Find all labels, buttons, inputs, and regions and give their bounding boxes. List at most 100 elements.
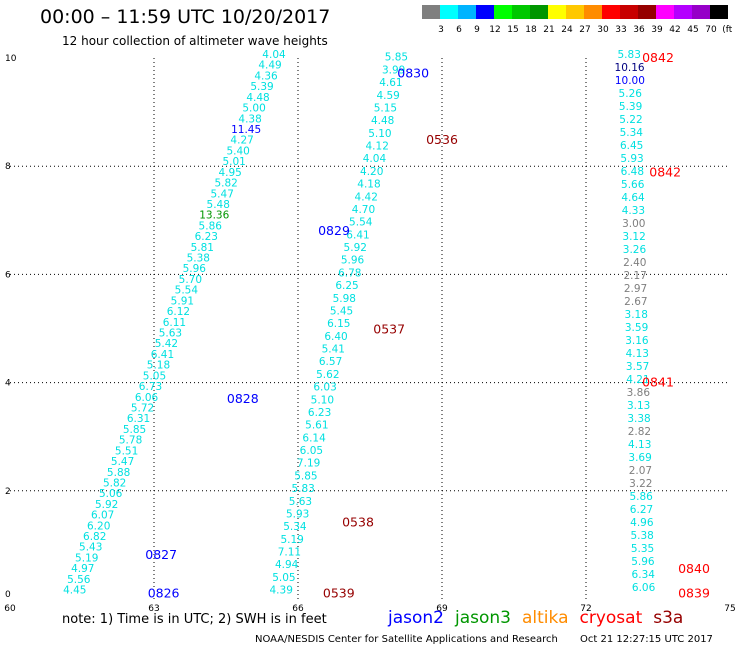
wave-height-value: 5.66 <box>621 179 645 191</box>
wave-height-value: 6.41 <box>151 349 174 361</box>
wave-height-value: 5.92 <box>344 242 367 254</box>
wave-height-value: 5.98 <box>333 293 356 305</box>
color-scale-label: 30 <box>597 25 609 35</box>
color-swatch <box>440 5 458 19</box>
wave-height-value: 4.38 <box>238 113 261 125</box>
x-tick-label: 60 <box>4 604 16 614</box>
wave-height-value: 5.62 <box>316 369 339 381</box>
wave-height-value: 5.48 <box>207 199 230 211</box>
footer-credit: NOAA/NESDIS Center for Satellite Applica… <box>255 634 558 645</box>
wave-height-value: 5.47 <box>211 188 234 200</box>
color-scale-label: 39 <box>651 25 663 35</box>
color-swatch <box>422 5 440 19</box>
color-swatch <box>710 5 728 19</box>
wave-height-value: 3.26 <box>623 244 647 256</box>
wave-height-value: 4.70 <box>352 204 375 216</box>
wave-height-value: 5.91 <box>171 295 194 307</box>
legend-entry-altika: altika <box>522 608 569 628</box>
wave-height-value: 6.07 <box>91 510 114 522</box>
y-tick-label: 2 <box>5 487 11 497</box>
wave-height-value: 6.34 <box>632 569 656 581</box>
wave-height-value: 5.10 <box>311 394 334 406</box>
wave-height-value: 6.73 <box>139 381 162 393</box>
wave-height-value: 5.05 <box>272 572 295 584</box>
legend-entry-cryosat: cryosat <box>579 608 643 628</box>
color-scale-label: 18 <box>525 25 537 35</box>
color-swatch <box>674 5 692 19</box>
wave-height-value: 3.22 <box>629 478 652 490</box>
color-scale-label: 33 <box>615 25 626 35</box>
wave-height-value: 2.97 <box>624 283 647 295</box>
pass-time-label: 0826 <box>148 586 180 601</box>
page-title: 00:00 – 11:59 UTC 10/20/2017 <box>40 6 331 28</box>
chart-note: note: 1) Time is in UTC; 2) SWH is in fe… <box>62 612 327 627</box>
wave-height-value: 4.96 <box>630 517 654 529</box>
color-swatch <box>548 5 566 19</box>
wave-height-value: 6.23 <box>308 407 331 419</box>
wave-height-value: 6.25 <box>335 280 358 292</box>
color-scale-label: 70 <box>705 25 717 35</box>
color-scale-label: (ft) <box>722 25 732 35</box>
pass-time-label: 0827 <box>145 547 177 562</box>
y-tick-label: 6 <box>5 270 11 280</box>
pass-time-label: 0537 <box>373 322 405 337</box>
wave-height-value: 5.01 <box>222 156 245 168</box>
wave-height-value: 2.82 <box>628 426 651 438</box>
wave-height-value: 5.96 <box>631 556 655 568</box>
wave-height-value: 5.54 <box>175 285 199 297</box>
wave-height-value: 4.33 <box>622 205 645 217</box>
wave-height-value: 5.81 <box>191 242 214 254</box>
pass-time-label: 0538 <box>342 515 374 530</box>
wave-height-value: 5.93 <box>286 508 309 520</box>
color-swatch <box>566 5 584 19</box>
color-swatch <box>458 5 476 19</box>
wave-height-value: 5.61 <box>305 420 328 432</box>
wave-height-value: 3.57 <box>626 361 649 373</box>
wave-height-value: 5.63 <box>289 496 312 508</box>
pass-time-label: 0828 <box>227 391 259 406</box>
color-scale-label: 6 <box>456 25 462 35</box>
x-tick-label: 75 <box>724 604 735 614</box>
wave-height-value: 4.39 <box>270 585 293 597</box>
color-swatch <box>692 5 710 19</box>
wave-height-value: 5.96 <box>341 255 365 267</box>
wave-height-value: 6.06 <box>135 392 159 404</box>
wave-height-value: 4.94 <box>275 559 299 571</box>
y-tick-label: 0 <box>5 590 11 600</box>
color-scale-label: 27 <box>579 25 590 35</box>
x-tick-label: 66 <box>292 604 304 614</box>
pass-time-label: 0839 <box>678 586 710 601</box>
wave-height-value: 5.85 <box>385 52 408 64</box>
satellite-legend: jason2 jason3 altika cryosat s3a <box>388 608 694 628</box>
wave-height-value: 4.42 <box>355 191 378 203</box>
wave-height-value: 4.95 <box>218 167 241 179</box>
wave-height-value: 5.54 <box>349 217 373 229</box>
wave-height-value: 4.97 <box>71 563 94 575</box>
wave-height-value: 5.00 <box>242 103 265 115</box>
x-tick-label: 69 <box>436 604 448 614</box>
wave-height-value: 4.18 <box>357 179 380 191</box>
wave-height-value: 3.59 <box>625 322 648 334</box>
wave-height-value: 5.85 <box>123 424 146 436</box>
pass-time-label: 0536 <box>426 132 458 147</box>
y-tick-label: 10 <box>5 54 17 64</box>
page-subtitle: 12 hour collection of altimeter wave hei… <box>62 34 328 48</box>
wave-height-value: 3.99 <box>382 64 405 76</box>
wave-height-value: 5.51 <box>115 445 138 457</box>
wave-height-value: 5.34 <box>283 521 307 533</box>
wave-height-value: 4.20 <box>360 166 383 178</box>
wave-height-value: 4.04 <box>363 153 387 165</box>
wave-height-value: 3.13 <box>627 400 650 412</box>
wave-height-value: 6.57 <box>319 356 342 368</box>
wave-height-value: 5.63 <box>159 328 182 340</box>
wave-height-value: 4.59 <box>376 90 399 102</box>
wave-height-value: 4.36 <box>254 70 278 82</box>
wave-height-value: 6.31 <box>127 413 150 425</box>
x-tick-label: 63 <box>148 604 159 614</box>
color-scale-label: 45 <box>687 25 698 35</box>
wave-height-value: 6.41 <box>346 229 369 241</box>
wave-height-value: 5.72 <box>131 402 154 414</box>
wave-height-value: 6.82 <box>83 531 106 543</box>
